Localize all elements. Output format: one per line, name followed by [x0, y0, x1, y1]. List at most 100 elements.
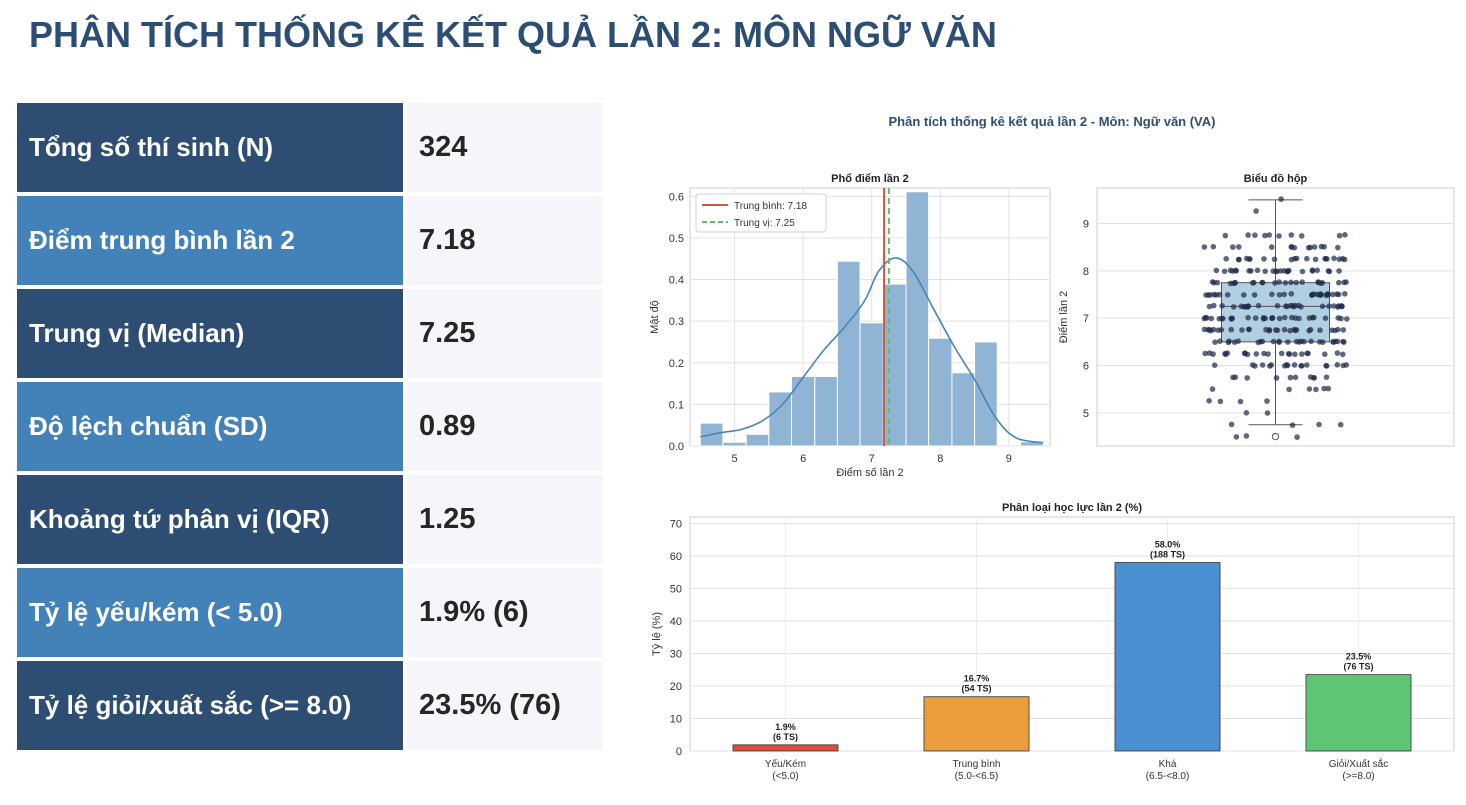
stat-label: Tổng số thí sinh (N)	[17, 103, 403, 192]
strip-point	[1266, 327, 1273, 333]
chart-figure: Phân tích thống kê kết quả lần 2 - Môn: …	[640, 100, 1460, 800]
strip-point	[1342, 291, 1348, 297]
histogram-bar	[859, 322, 884, 447]
strip-point	[1289, 314, 1295, 321]
x-tick-label: 7	[869, 453, 875, 465]
strip-point	[1283, 303, 1289, 309]
strip-point	[1317, 327, 1323, 333]
histogram-bar	[974, 341, 998, 447]
category-range-label: (>=8.0)	[1342, 771, 1374, 782]
strip-point	[1338, 303, 1345, 309]
strip-point	[1236, 244, 1242, 250]
strip-point	[1213, 267, 1220, 274]
category-bar	[1305, 674, 1412, 752]
stat-row-weak: Tỷ lệ yếu/kém (< 5.0) 1.9% (6)	[17, 568, 603, 657]
strip-point	[1229, 268, 1236, 274]
strip-point	[1311, 291, 1317, 297]
y-tick-label: 0.2	[669, 358, 684, 370]
strip-point	[1243, 410, 1250, 416]
boxplot-chart: 5 6 7 8 9 Biểu đồ hộp Điểm lần 2	[1058, 173, 1455, 447]
bar-chart-title: Phân loại học lực lần 2 (%)	[1002, 502, 1142, 514]
strip-point	[1286, 386, 1292, 393]
histogram-bar	[836, 260, 861, 447]
strip-point	[1246, 326, 1252, 333]
category-range-label: (6.5-<8.0)	[1146, 771, 1190, 782]
strip-point	[1228, 315, 1235, 322]
y-tick-label: 60	[670, 551, 682, 563]
strip-point	[1305, 350, 1311, 357]
y-tick-label: 8	[1083, 266, 1089, 278]
strip-point	[1330, 339, 1337, 345]
strip-point	[1223, 256, 1229, 262]
strip-point	[1253, 208, 1259, 214]
strip-point	[1248, 268, 1254, 274]
strip-point	[1210, 243, 1217, 250]
strip-point	[1284, 268, 1290, 275]
strip-point	[1337, 421, 1344, 428]
x-tick-label: 8	[937, 453, 943, 465]
strip-point	[1269, 291, 1275, 298]
strip-point	[1278, 350, 1285, 357]
strip-point	[1243, 433, 1250, 439]
category-bar	[732, 744, 839, 752]
strip-point	[1323, 256, 1329, 262]
strip-point	[1335, 315, 1341, 321]
page-title: PHÂN TÍCH THỐNG KÊ KẾT QUẢ LẦN 2: MÔN NG…	[29, 14, 997, 55]
y-tick-label: 0.0	[669, 441, 684, 453]
y-tick-label: 10	[670, 714, 682, 726]
y-tick-label: 7	[1083, 313, 1089, 325]
bar-count-label: (76 TS)	[1343, 662, 1373, 672]
category-range-label: (5.0-<6.5)	[955, 771, 999, 782]
strip-point	[1288, 232, 1295, 238]
stat-value: 1.9% (6)	[407, 568, 603, 657]
strip-point	[1228, 326, 1234, 333]
strip-point	[1331, 255, 1337, 262]
strip-point	[1262, 232, 1268, 239]
strip-point	[1245, 314, 1251, 321]
stat-label: Khoảng tứ phân vị (IQR)	[17, 475, 403, 564]
strip-point	[1270, 268, 1276, 274]
bar-count-label: (188 TS)	[1150, 550, 1185, 560]
y-tick-label: 50	[670, 584, 682, 596]
strip-point	[1201, 244, 1208, 250]
histogram-bar	[790, 376, 816, 447]
strip-point	[1335, 326, 1341, 333]
strip-point	[1325, 385, 1332, 392]
strip-point	[1261, 350, 1267, 357]
y-tick-label: 6	[1083, 361, 1089, 373]
strip-point	[1334, 362, 1341, 368]
strip-point	[1306, 327, 1312, 334]
stat-value: 1.25	[407, 475, 603, 564]
strip-point	[1226, 338, 1232, 344]
category-label: Yếu/Kém	[765, 758, 806, 770]
strip-point	[1216, 315, 1223, 322]
strip-point	[1245, 232, 1251, 238]
strip-point	[1202, 350, 1208, 357]
strip-point	[1311, 244, 1318, 250]
outlier-point	[1271, 432, 1280, 441]
strip-point	[1304, 255, 1310, 262]
strip-point	[1288, 279, 1294, 286]
kde-curve	[700, 257, 1044, 444]
strip-point	[1323, 362, 1329, 369]
strip-point	[1212, 339, 1218, 345]
strip-point	[1211, 362, 1218, 369]
strip-point	[1282, 314, 1288, 321]
category-label: Khá	[1159, 759, 1177, 770]
strip-point	[1335, 244, 1341, 251]
strip-point	[1329, 327, 1335, 333]
strip-point	[1242, 304, 1248, 310]
strip-point	[1210, 351, 1216, 357]
strip-point	[1293, 255, 1300, 262]
boxplot-title: Biểu đồ hộp	[1244, 173, 1308, 185]
strip-point	[1246, 256, 1253, 262]
strip-point	[1205, 292, 1212, 298]
strip-point	[1228, 421, 1235, 428]
strip-point	[1323, 374, 1330, 381]
category-label: Trung bình	[953, 759, 1001, 770]
strip-point	[1292, 351, 1298, 358]
strip-point	[1319, 303, 1326, 310]
strip-point	[1251, 292, 1258, 298]
y-tick-label: 0.3	[669, 316, 684, 328]
boxplot-ylabel: Điểm lần 2	[1058, 291, 1070, 344]
